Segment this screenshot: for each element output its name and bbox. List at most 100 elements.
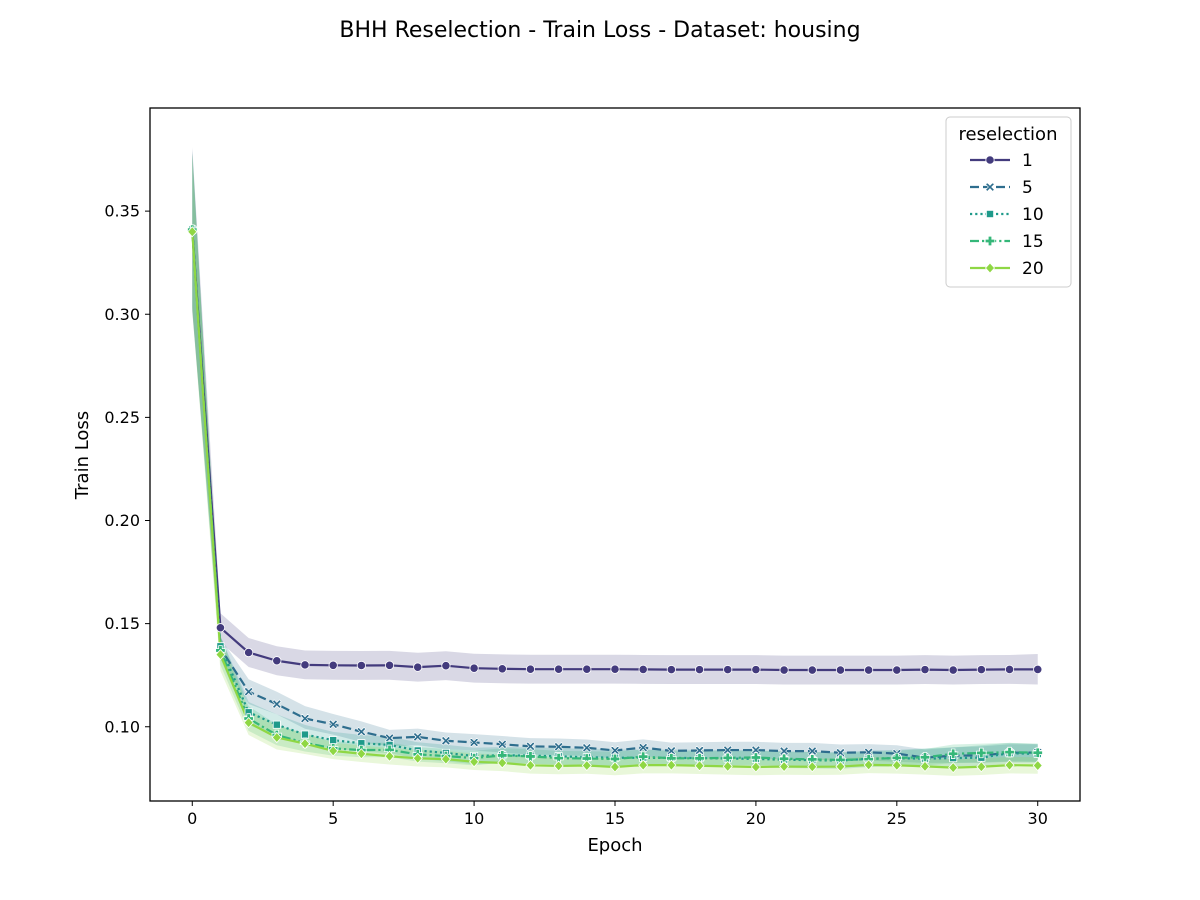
x-tick-label: 15	[605, 809, 625, 828]
series-1-point	[469, 663, 479, 673]
series-20-point	[412, 752, 423, 764]
series-1-point	[723, 665, 733, 675]
series-1-point	[413, 662, 423, 672]
series-10-point	[300, 730, 309, 739]
legend-title: reselection	[959, 124, 1058, 145]
series-5-point	[356, 726, 367, 737]
series-5-point	[384, 733, 395, 743]
series-15-point	[976, 747, 987, 759]
series-1-point	[892, 665, 902, 675]
series-5-point	[807, 746, 817, 756]
y-tick-label: 0.30	[104, 305, 140, 324]
series-20-point	[609, 761, 621, 773]
series-20-point	[356, 748, 367, 760]
series-20-point	[299, 738, 311, 750]
series-5-point	[243, 686, 254, 697]
series-20-point	[384, 750, 395, 762]
series-20-point	[666, 759, 677, 771]
series-20-point	[779, 760, 790, 773]
series-20-point	[948, 761, 959, 774]
legend-marker-5	[985, 182, 995, 192]
y-axis-label: Train Loss	[72, 411, 93, 500]
series-20-point	[863, 759, 874, 771]
y-tick-label: 0.25	[104, 408, 140, 427]
series-5-point	[497, 739, 507, 750]
series-5-point	[582, 743, 592, 753]
legend-marker-20	[984, 262, 996, 274]
series-15-point	[919, 752, 931, 763]
series-5-point	[413, 732, 423, 742]
series-1-point	[1033, 664, 1043, 675]
series-20-point	[215, 648, 226, 661]
chart-title: BHH Reselection - Train Loss - Dataset: …	[339, 18, 860, 43]
series-5-point	[779, 746, 789, 756]
series-1-point	[244, 647, 254, 658]
series-5-point	[553, 742, 564, 752]
legend-marker-1	[985, 155, 995, 165]
legend-marker-10	[986, 209, 995, 218]
series-15-point	[750, 752, 762, 763]
legend-label-1: 1	[1022, 151, 1033, 171]
confidence-bands	[192, 147, 1038, 776]
legend-label-5: 5	[1022, 178, 1033, 198]
series-10-point	[272, 720, 281, 729]
series-5-point	[469, 737, 479, 748]
series-20-point	[187, 226, 198, 238]
series-5-point	[723, 745, 733, 755]
series-5-point	[328, 719, 338, 729]
series-1-point	[751, 665, 761, 675]
series-1-point	[554, 664, 564, 674]
legend-marker-15	[984, 235, 996, 247]
series-20-point	[722, 760, 733, 772]
series-1-point	[525, 664, 536, 674]
series-1-point	[835, 665, 846, 675]
series-1-point	[384, 660, 395, 670]
series-20-point	[525, 759, 536, 771]
series-20-point	[243, 717, 254, 729]
series-20-point	[497, 757, 508, 769]
series-10-point	[329, 736, 338, 745]
series-5-point	[666, 746, 677, 756]
series-20-point	[1032, 759, 1043, 772]
series-1-point	[272, 656, 282, 666]
x-tick-label: 20	[746, 809, 766, 828]
series-1-point	[638, 664, 648, 675]
y-axis-ticks: 0.10 0.15 0.20 0.25 0.30 0.35	[104, 202, 150, 736]
series-15-point	[1004, 746, 1015, 758]
y-tick-label: 0.15	[104, 614, 140, 633]
x-tick-label: 0	[187, 809, 197, 828]
series-1-point	[497, 664, 507, 674]
legend-label-10: 10	[1022, 205, 1044, 225]
series-5-confidence-band	[192, 149, 1038, 763]
series-5-point	[300, 713, 310, 724]
series-20-point	[328, 745, 339, 757]
series-1-point	[807, 665, 817, 675]
series-1-point	[779, 665, 789, 675]
series-1-point	[976, 665, 986, 675]
series-15-point	[1032, 747, 1043, 758]
x-tick-label: 30	[1028, 809, 1048, 828]
series-20-point	[919, 760, 931, 772]
series-5-point	[441, 736, 451, 746]
series-1-point	[610, 664, 620, 674]
series-20-point	[976, 761, 987, 773]
series-1-point	[920, 665, 930, 675]
x-tick-label: 10	[464, 809, 484, 828]
series-1-point	[215, 623, 226, 633]
series-5-point	[525, 741, 536, 752]
series-1-point	[948, 665, 958, 675]
series-15-point	[722, 752, 733, 764]
y-tick-label: 0.20	[104, 511, 140, 530]
series-20-point	[891, 759, 902, 771]
x-axis-ticks: 0 5 10 15 20 25 30	[187, 801, 1048, 828]
y-tick-label: 0.10	[104, 717, 140, 736]
series-20-point	[638, 759, 649, 771]
series-20-point	[1004, 759, 1015, 771]
series-20-point	[694, 760, 705, 772]
series-20-point	[469, 756, 480, 768]
series-20-point	[271, 731, 282, 744]
series-15-point	[525, 751, 536, 762]
